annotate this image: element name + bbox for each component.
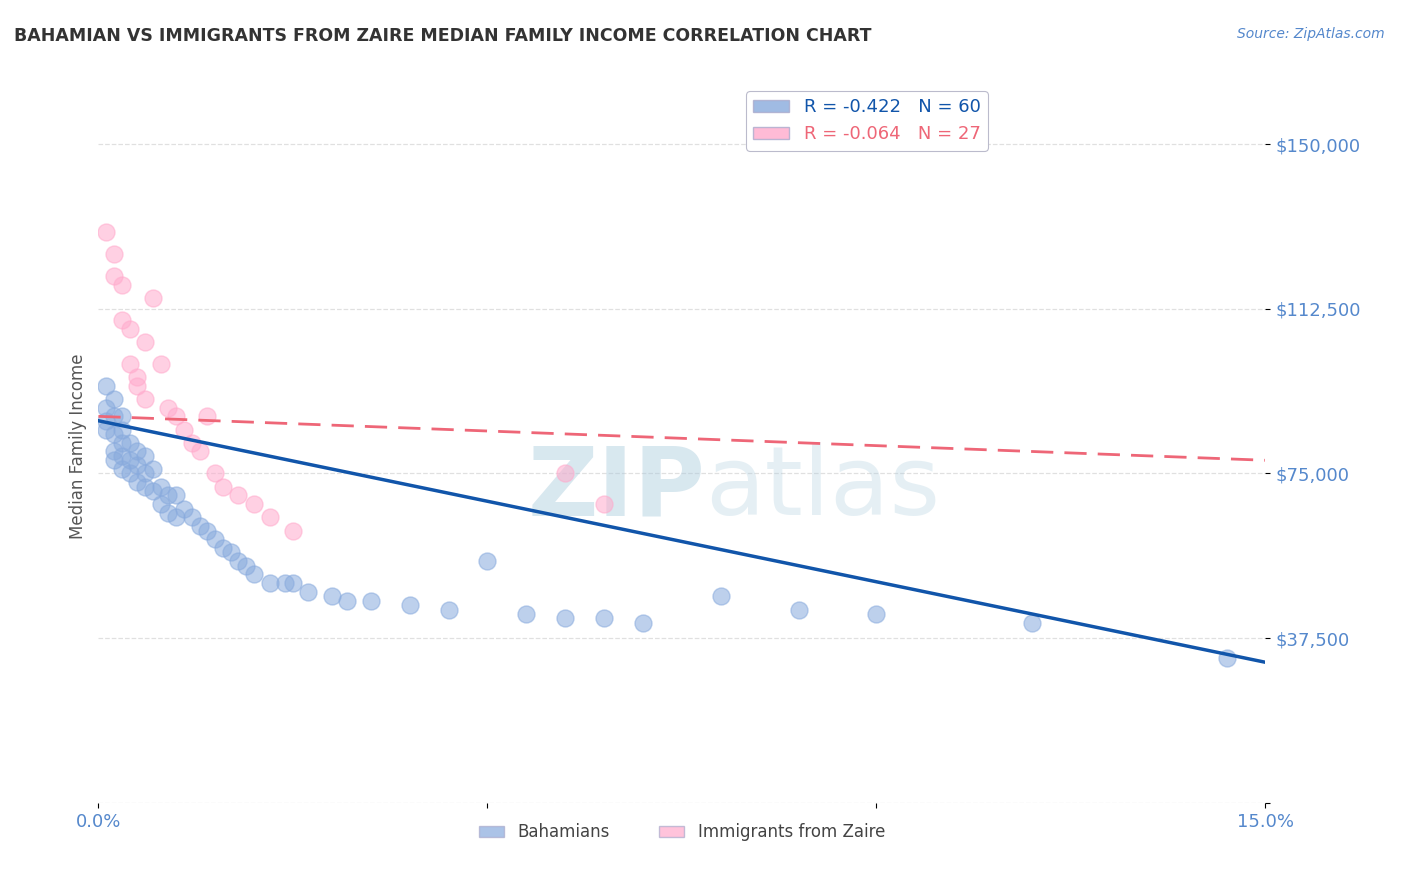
Point xyxy=(103,247,125,261)
Point xyxy=(710,590,733,604)
Point xyxy=(111,462,134,476)
Point xyxy=(103,268,125,283)
Point xyxy=(281,576,304,591)
Point xyxy=(554,611,576,625)
Point xyxy=(127,378,149,392)
Legend: Bahamians, Immigrants from Zaire: Bahamians, Immigrants from Zaire xyxy=(472,817,891,848)
Point xyxy=(142,291,165,305)
Point xyxy=(111,435,134,450)
Point xyxy=(96,414,118,428)
Point xyxy=(149,357,172,371)
Point xyxy=(593,497,616,511)
Point xyxy=(321,590,343,604)
Point xyxy=(127,369,149,384)
Point xyxy=(134,392,156,406)
Point xyxy=(149,497,172,511)
Point xyxy=(204,533,226,547)
Point xyxy=(118,321,141,335)
Point xyxy=(515,607,537,621)
Point xyxy=(103,409,125,424)
Point xyxy=(593,611,616,625)
Point xyxy=(165,409,187,424)
Point xyxy=(111,312,134,326)
Point xyxy=(1215,651,1237,665)
Point xyxy=(96,225,118,239)
Point xyxy=(142,462,165,476)
Point xyxy=(437,602,460,616)
Point xyxy=(134,449,156,463)
Point xyxy=(243,567,266,582)
Point xyxy=(149,480,172,494)
Point xyxy=(157,488,180,502)
Text: Source: ZipAtlas.com: Source: ZipAtlas.com xyxy=(1237,27,1385,41)
Point xyxy=(157,401,180,415)
Point xyxy=(398,598,420,612)
Point xyxy=(219,545,242,559)
Point xyxy=(134,480,156,494)
Point xyxy=(134,467,156,481)
Y-axis label: Median Family Income: Median Family Income xyxy=(69,353,87,539)
Point xyxy=(103,392,125,406)
Point xyxy=(195,409,218,424)
Text: BAHAMIAN VS IMMIGRANTS FROM ZAIRE MEDIAN FAMILY INCOME CORRELATION CHART: BAHAMIAN VS IMMIGRANTS FROM ZAIRE MEDIAN… xyxy=(14,27,872,45)
Text: atlas: atlas xyxy=(706,442,941,535)
Point xyxy=(103,426,125,441)
Point xyxy=(111,409,134,424)
Point xyxy=(127,475,149,490)
Point xyxy=(111,277,134,292)
Point xyxy=(118,435,141,450)
Point xyxy=(111,423,134,437)
Point xyxy=(554,467,576,481)
Point xyxy=(235,558,257,573)
Point xyxy=(173,423,195,437)
Point xyxy=(103,453,125,467)
Point xyxy=(228,488,250,502)
Point xyxy=(336,594,359,608)
Point xyxy=(631,615,654,630)
Point xyxy=(111,449,134,463)
Point xyxy=(204,467,226,481)
Point xyxy=(212,480,235,494)
Point xyxy=(1021,615,1043,630)
Point xyxy=(477,554,499,568)
Point xyxy=(360,594,382,608)
Point xyxy=(165,488,187,502)
Point xyxy=(259,576,281,591)
Point xyxy=(157,506,180,520)
Point xyxy=(188,519,211,533)
Point xyxy=(180,510,202,524)
Point xyxy=(787,602,810,616)
Point xyxy=(96,378,118,392)
Point xyxy=(134,334,156,349)
Point xyxy=(96,401,118,415)
Point xyxy=(228,554,250,568)
Text: ZIP: ZIP xyxy=(527,442,706,535)
Point xyxy=(165,510,187,524)
Point xyxy=(188,444,211,458)
Point xyxy=(259,510,281,524)
Point xyxy=(127,444,149,458)
Point xyxy=(118,357,141,371)
Point xyxy=(118,453,141,467)
Point xyxy=(180,435,202,450)
Point xyxy=(127,458,149,472)
Point xyxy=(297,585,319,599)
Point xyxy=(103,444,125,458)
Point xyxy=(173,501,195,516)
Point xyxy=(96,423,118,437)
Point xyxy=(281,524,304,538)
Point xyxy=(118,467,141,481)
Point xyxy=(195,524,218,538)
Point xyxy=(212,541,235,555)
Point xyxy=(142,483,165,498)
Point xyxy=(243,497,266,511)
Point xyxy=(865,607,887,621)
Point xyxy=(274,576,297,591)
